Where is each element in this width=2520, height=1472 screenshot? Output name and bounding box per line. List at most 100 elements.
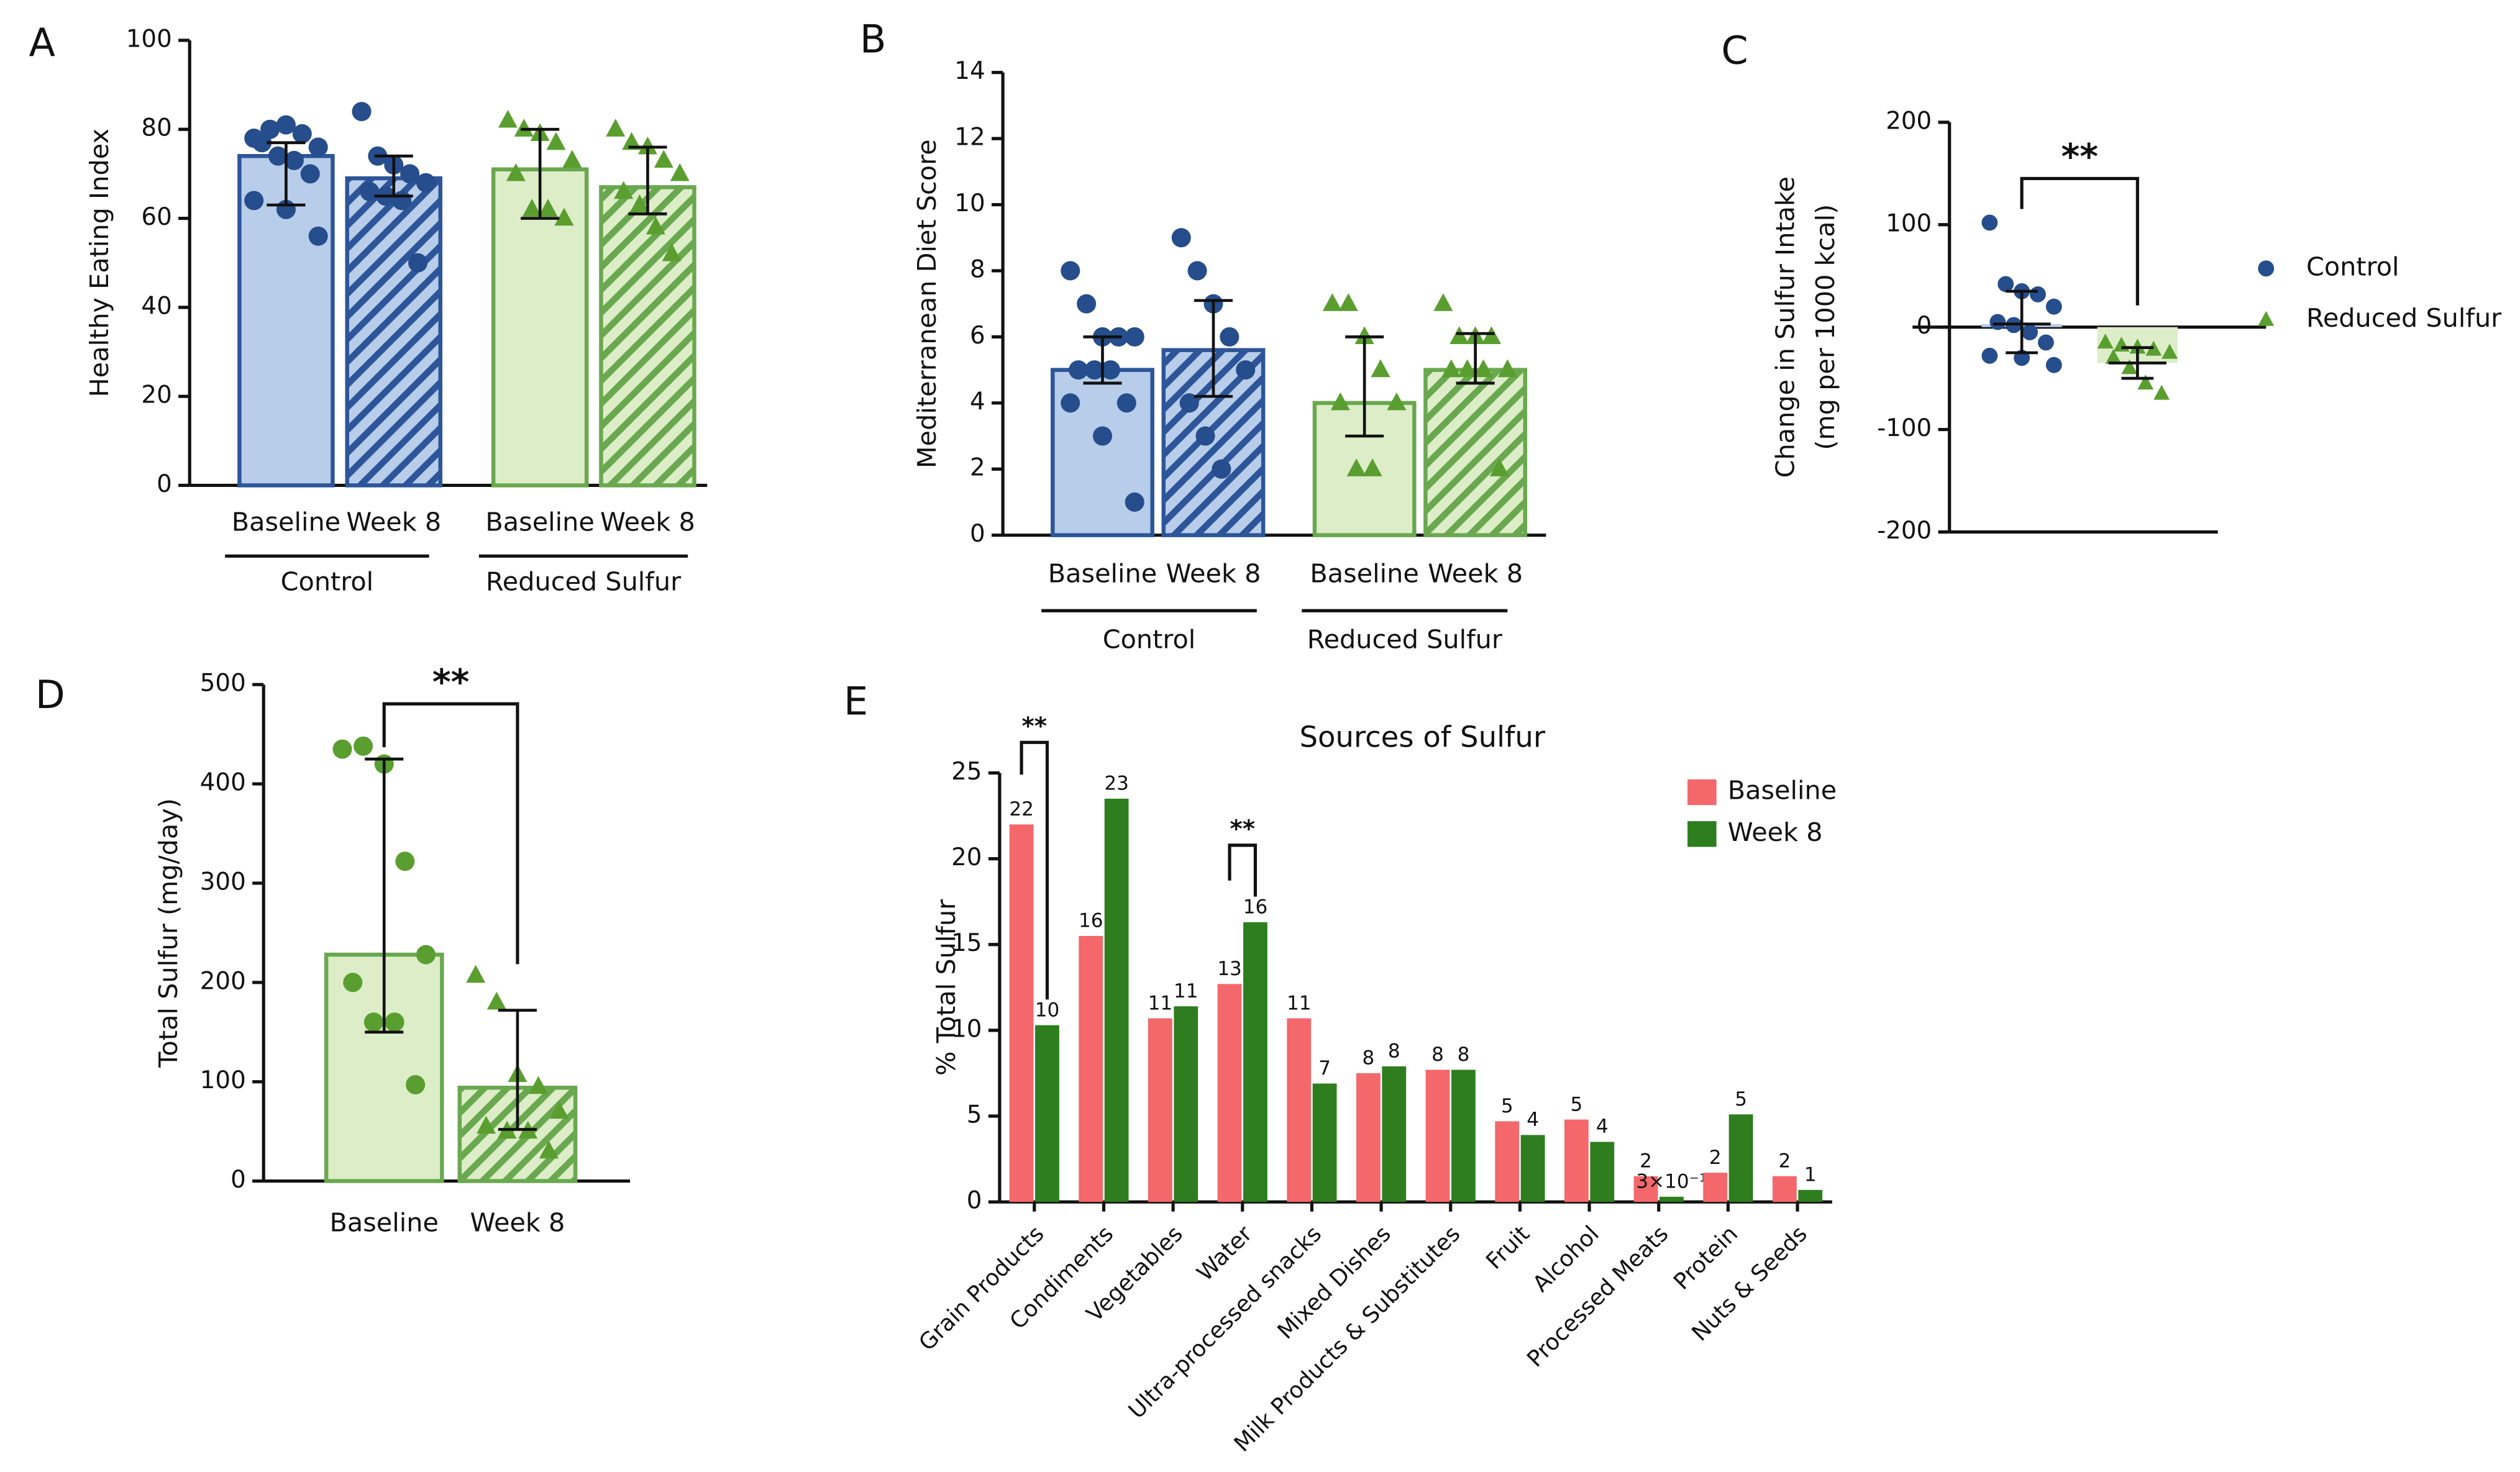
x-tick-label: Baseline bbox=[1310, 558, 1418, 588]
value-label: 3×10⁻¹ bbox=[1636, 1171, 1707, 1193]
point bbox=[2045, 298, 2062, 315]
point bbox=[2162, 343, 2178, 359]
y-tick-label: 400 bbox=[200, 769, 246, 797]
point bbox=[2153, 384, 2170, 400]
y-tick-label: 100 bbox=[1886, 209, 1932, 237]
value-label: 8 bbox=[1431, 1043, 1444, 1066]
point bbox=[1997, 276, 2014, 293]
point bbox=[646, 216, 665, 235]
point bbox=[352, 102, 372, 122]
point bbox=[546, 132, 566, 150]
bar bbox=[1009, 824, 1034, 1202]
point bbox=[606, 119, 626, 137]
y-tick-label: -100 bbox=[1877, 414, 1932, 442]
point bbox=[1989, 314, 2006, 330]
y-tick-label: 5 bbox=[967, 1101, 982, 1129]
value-label: 2 bbox=[1640, 1150, 1652, 1172]
point bbox=[332, 739, 352, 759]
y-tick-label: 8 bbox=[970, 255, 985, 283]
point bbox=[408, 253, 428, 273]
value-label: 16 bbox=[1079, 910, 1103, 932]
bar bbox=[1174, 1006, 1198, 1202]
point bbox=[1489, 458, 1509, 476]
y-axis-label: (mg per 1000 kcal) bbox=[1810, 204, 1840, 450]
bar bbox=[1079, 935, 1103, 1202]
bar bbox=[1148, 1018, 1172, 1202]
point bbox=[2037, 334, 2054, 351]
point bbox=[292, 124, 312, 143]
point bbox=[1077, 294, 1097, 314]
point bbox=[2097, 334, 2114, 349]
significance-label: ** bbox=[2061, 137, 2098, 178]
y-axis-label: Change in Sulfur Intake bbox=[1770, 176, 1800, 478]
bar bbox=[1425, 1070, 1450, 1202]
point bbox=[1322, 293, 1342, 311]
bar bbox=[1035, 1025, 1059, 1202]
point bbox=[1100, 360, 1120, 380]
significance-bracket bbox=[2020, 176, 2139, 306]
y-tick-label: 20 bbox=[951, 843, 982, 871]
x-tick-label: Week 8 bbox=[600, 507, 695, 537]
significance-label: ** bbox=[432, 662, 470, 703]
significance-bracket bbox=[382, 702, 519, 965]
point bbox=[2121, 359, 2138, 375]
value-label: 11 bbox=[1174, 980, 1198, 1002]
point bbox=[1363, 458, 1382, 476]
point bbox=[400, 164, 420, 184]
significance-label: ** bbox=[1021, 713, 1047, 741]
bar bbox=[1356, 1073, 1381, 1202]
bar bbox=[599, 185, 696, 488]
y-tick-label: 0 bbox=[967, 1187, 982, 1215]
y-tick-label: 15 bbox=[951, 929, 982, 957]
point bbox=[514, 119, 534, 137]
point bbox=[284, 150, 304, 170]
point bbox=[1220, 327, 1239, 347]
point bbox=[622, 132, 642, 150]
bar bbox=[1520, 1135, 1545, 1202]
y-tick-label: 10 bbox=[951, 1015, 982, 1043]
point bbox=[2030, 286, 2046, 302]
panel-label: C bbox=[1721, 28, 1748, 73]
bar bbox=[1495, 1121, 1520, 1202]
y-tick-label: 0 bbox=[157, 470, 172, 498]
y-tick-label: 100 bbox=[126, 25, 172, 53]
y-tick-label: 10 bbox=[954, 189, 985, 217]
y-tick-label: 4 bbox=[970, 388, 985, 416]
point bbox=[308, 137, 328, 157]
y-tick-label: 60 bbox=[141, 203, 171, 231]
point bbox=[1497, 359, 1517, 378]
point bbox=[549, 1101, 569, 1119]
point bbox=[1069, 360, 1089, 380]
point bbox=[1179, 393, 1199, 413]
y-tick-label: 200 bbox=[200, 967, 246, 995]
value-label: 5 bbox=[1501, 1095, 1513, 1117]
point bbox=[1092, 426, 1113, 446]
point bbox=[1433, 293, 1453, 311]
x-tick-label: Baseline bbox=[232, 507, 340, 537]
point bbox=[1474, 359, 1494, 378]
bar bbox=[1312, 1083, 1337, 1202]
point bbox=[1212, 459, 1231, 479]
value-label: 22 bbox=[1009, 798, 1034, 820]
chart-title: Sources of Sulfur bbox=[1299, 720, 1545, 754]
point bbox=[308, 226, 328, 246]
value-label: 11 bbox=[1287, 992, 1312, 1014]
x-tick-label: Baseline bbox=[1048, 558, 1157, 588]
point bbox=[538, 199, 558, 217]
y-tick-label: 0 bbox=[231, 1166, 246, 1194]
point bbox=[395, 852, 415, 871]
x-tick-label: Week 8 bbox=[1166, 558, 1261, 588]
point bbox=[1981, 214, 1998, 231]
bar bbox=[1798, 1189, 1823, 1202]
bar bbox=[1451, 1070, 1476, 1202]
point bbox=[1338, 293, 1358, 311]
point bbox=[1171, 228, 1191, 248]
x-tick-label: Week 8 bbox=[346, 507, 441, 537]
point bbox=[654, 150, 673, 168]
value-label: 8 bbox=[1458, 1043, 1470, 1066]
legend-label: Week 8 bbox=[1728, 817, 1823, 847]
panel-label: D bbox=[35, 672, 65, 717]
group-label: Control bbox=[1103, 624, 1196, 654]
legend-label: Baseline bbox=[1728, 776, 1837, 806]
